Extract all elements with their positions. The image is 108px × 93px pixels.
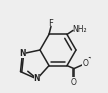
Text: O: O [83, 59, 89, 68]
Text: F: F [49, 19, 53, 28]
Text: NH₂: NH₂ [73, 25, 87, 34]
Text: N: N [34, 74, 40, 83]
Text: O: O [71, 78, 77, 87]
Text: N: N [19, 49, 26, 58]
